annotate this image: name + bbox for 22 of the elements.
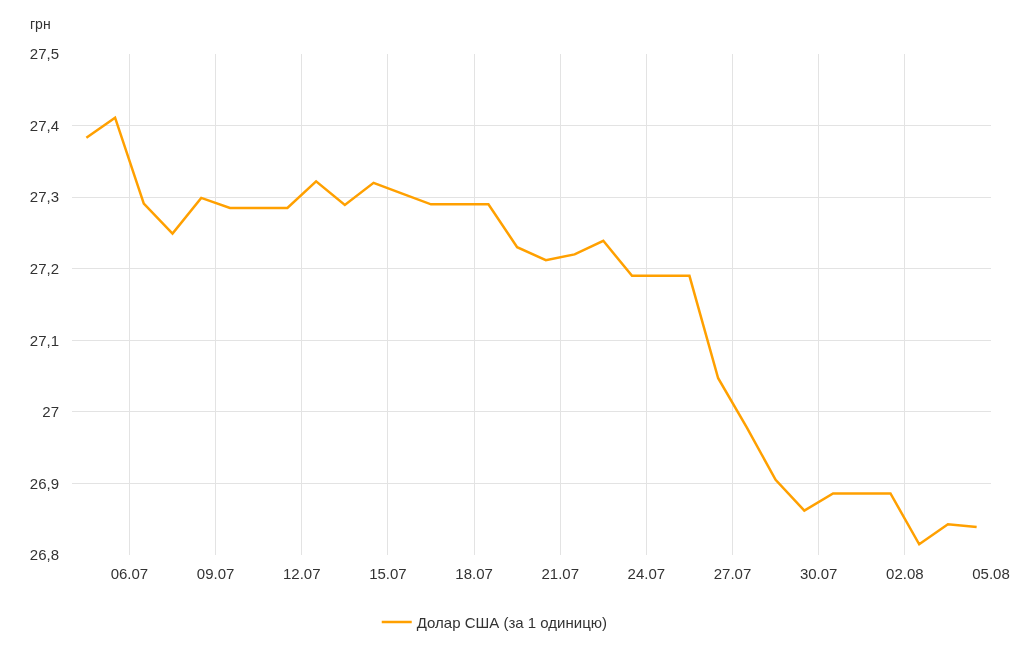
- y-tick-label: 27,1: [29, 331, 59, 349]
- x-tick-label: 02.08: [886, 565, 924, 582]
- x-tick-label: 21.07: [541, 565, 579, 582]
- x-tick-label: 05.08: [972, 565, 1010, 582]
- x-tick-label: 15.07: [369, 565, 407, 582]
- y-axis-title: грн: [30, 16, 51, 32]
- y-tick-label: 27,3: [29, 188, 59, 206]
- legend-label: Долар США (за 1 одиницю): [416, 613, 607, 631]
- x-tick-label: 18.07: [455, 565, 493, 582]
- y-tick-label: 27,5: [29, 45, 59, 63]
- line-series: [85, 116, 978, 546]
- x-tick-label: 24.07: [627, 565, 666, 582]
- x-tick-label: 09.07: [196, 565, 235, 582]
- x-tick-label: 12.07: [282, 565, 321, 582]
- y-tick-label: 27,4: [29, 116, 59, 134]
- x-tick-label: 30.07: [799, 565, 838, 582]
- x-tick-label: 27.07: [713, 565, 752, 582]
- y-tick-label: 26,8: [29, 546, 59, 564]
- x-tick-label: 06.07: [110, 565, 149, 582]
- y-tick-label: 26,9: [29, 474, 59, 492]
- y-tick-label: 27,2: [29, 259, 59, 277]
- y-tick-label: 27: [42, 403, 59, 421]
